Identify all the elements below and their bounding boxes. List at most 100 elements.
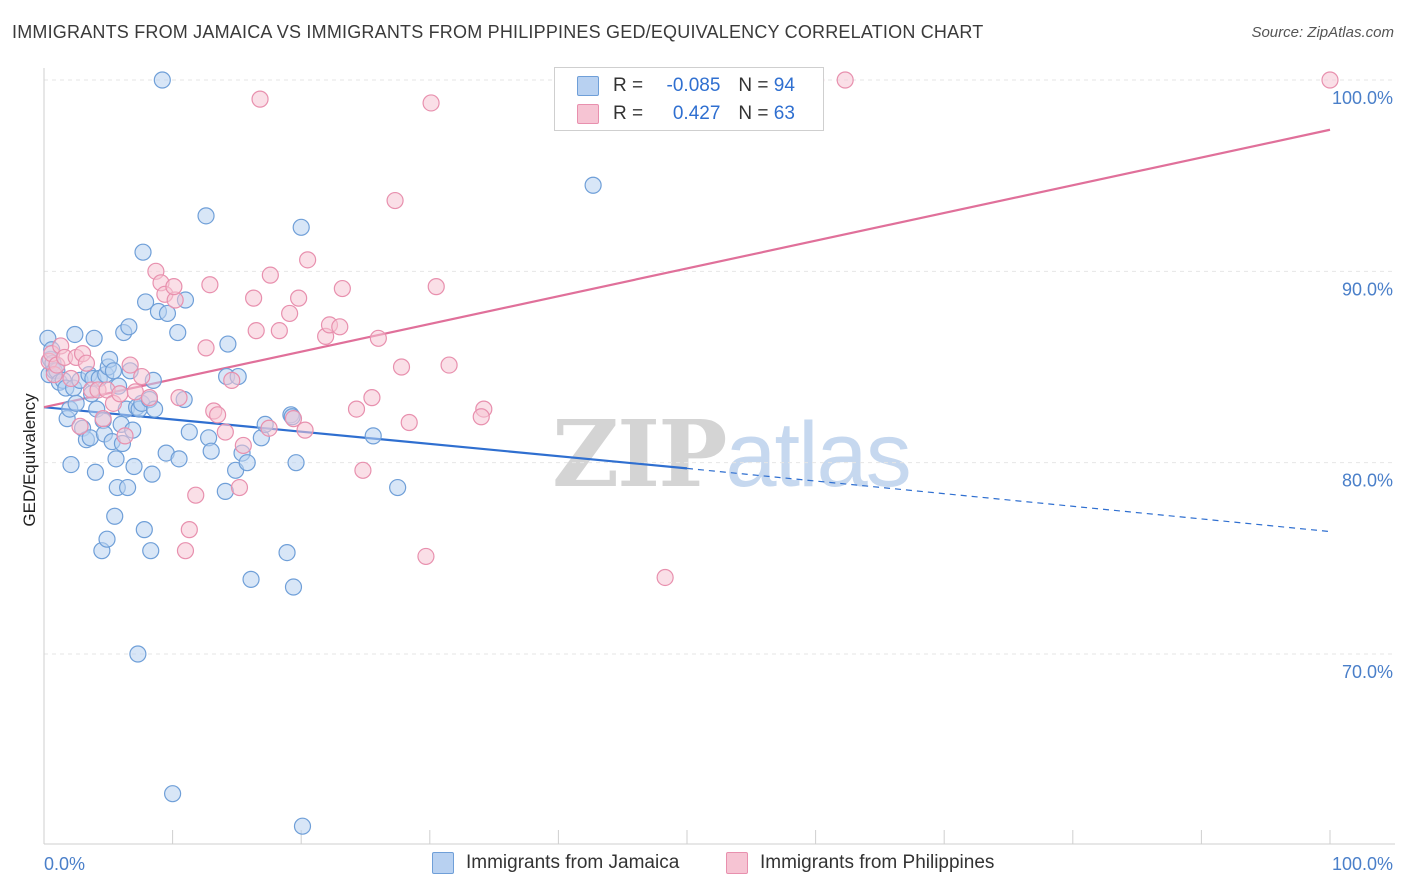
jamaica-point [153,71,171,89]
grid-lines [44,79,1395,655]
philippines-point [422,94,440,112]
philippines-point [290,289,308,307]
philippines-point [656,568,674,587]
philippines-point [71,417,89,435]
r-value: -0.085 [666,75,721,96]
jamaica-point [125,457,143,476]
philippines-point [234,436,252,455]
philippines-point [1321,71,1339,89]
philippines-point [281,304,299,323]
axis-labels: 70.0% 80.0% 90.0% 100.0% 0.0% 100.0% GED/Equiv… [20,88,1393,874]
jamaica-point [143,465,161,483]
r-label: R = [613,103,644,124]
n-label: N = [738,75,769,96]
jamaica-trendline-extension [686,467,1331,533]
jamaica-point [293,817,312,835]
philippines-point [94,410,112,428]
philippines-point [176,542,195,560]
philippines-point [62,369,80,388]
philippines-points [40,71,1339,587]
y-tick-label: 90.0% [1342,279,1393,299]
watermark-zip: ZIP [552,400,727,508]
philippines-point [251,90,269,108]
jamaica-point [180,423,198,441]
jamaica-point [292,218,310,236]
jamaica-point [389,478,407,497]
philippines-point [369,329,387,347]
jamaica-point [118,478,137,497]
jamaica-point [364,427,382,445]
jamaica-point [169,323,187,342]
legend-row-philippines: R = 0.427 N = 63 [577,101,795,127]
philippines-point [354,461,372,479]
jamaica-legend-swatch [432,852,454,874]
chart-title: IMMIGRANTS FROM JAMAICA VS IMMIGRANTS FR… [12,22,984,42]
philippines-legend-swatch [726,852,748,874]
philippines-point [427,278,445,296]
philippines-point [209,406,227,424]
philippines-point [400,413,418,432]
jamaica-point [216,482,234,500]
r-label: R = [613,75,644,96]
jamaica-point [67,394,85,412]
philippines-point [77,354,96,372]
philippines-point [111,385,129,403]
jamaica-point [219,335,237,353]
jamaica-point [242,570,260,588]
jamaica-point [136,293,155,311]
philippines-point [165,278,183,296]
legend-row-jamaica: R = -0.085 N = 94 [577,73,795,99]
y-tick-label: 80.0% [1342,471,1393,491]
jamaica-point [284,578,303,596]
x-tick-label: 100.0% [1332,854,1393,874]
jamaica-point [66,325,84,344]
philippines-point [392,358,411,376]
jamaica-legend-label: Immigrants from Jamaica [466,852,680,873]
philippines-point [245,289,263,307]
philippines-point [230,478,249,497]
philippines-point [284,410,303,428]
philippines-point [363,389,381,407]
philippines-point [440,356,458,374]
philippines-point [333,279,351,298]
source-label: Source: ZipAtlas.com [1251,24,1394,41]
philippines-point [472,408,490,426]
philippines-legend-label: Immigrants from Philippines [760,852,995,873]
jamaica-point [120,318,138,336]
philippines-point [187,486,205,504]
n-value: 63 [773,103,795,124]
axes [43,68,1395,845]
philippines-point [247,322,265,340]
philippines-point [299,251,317,269]
bottom-legend-jamaica: Immigrants from Jamaica [432,852,679,874]
jamaica-point [197,207,215,225]
philippines-swatch [577,104,599,124]
jamaica-point [104,362,123,380]
correlation-legend: R = -0.085 N = 94 R = 0.427 N = 63 [554,67,824,131]
philippines-point [121,356,139,374]
jamaica-point [134,243,152,261]
philippines-point [197,339,215,357]
jamaica-point [238,454,256,472]
jamaica-point [158,304,177,323]
jamaica-point [584,176,602,194]
jamaica-point [135,521,153,539]
philippines-point [836,71,854,89]
n-value: 94 [773,75,795,96]
jamaica-point [278,543,296,562]
philippines-point [133,367,151,386]
jamaica-point [107,450,125,468]
jamaica-point [129,645,147,663]
jamaica-point [142,542,160,560]
philippines-point [261,266,279,284]
jamaica-point [287,454,305,472]
r-value: 0.427 [672,103,721,124]
y-tick-label: 70.0% [1342,662,1393,682]
philippines-point [216,423,234,441]
y-tick-label: 100.0% [1332,88,1393,108]
philippines-point [386,191,404,210]
jamaica-point [202,442,220,460]
jamaica-point [106,507,124,525]
philippines-point [270,322,288,340]
